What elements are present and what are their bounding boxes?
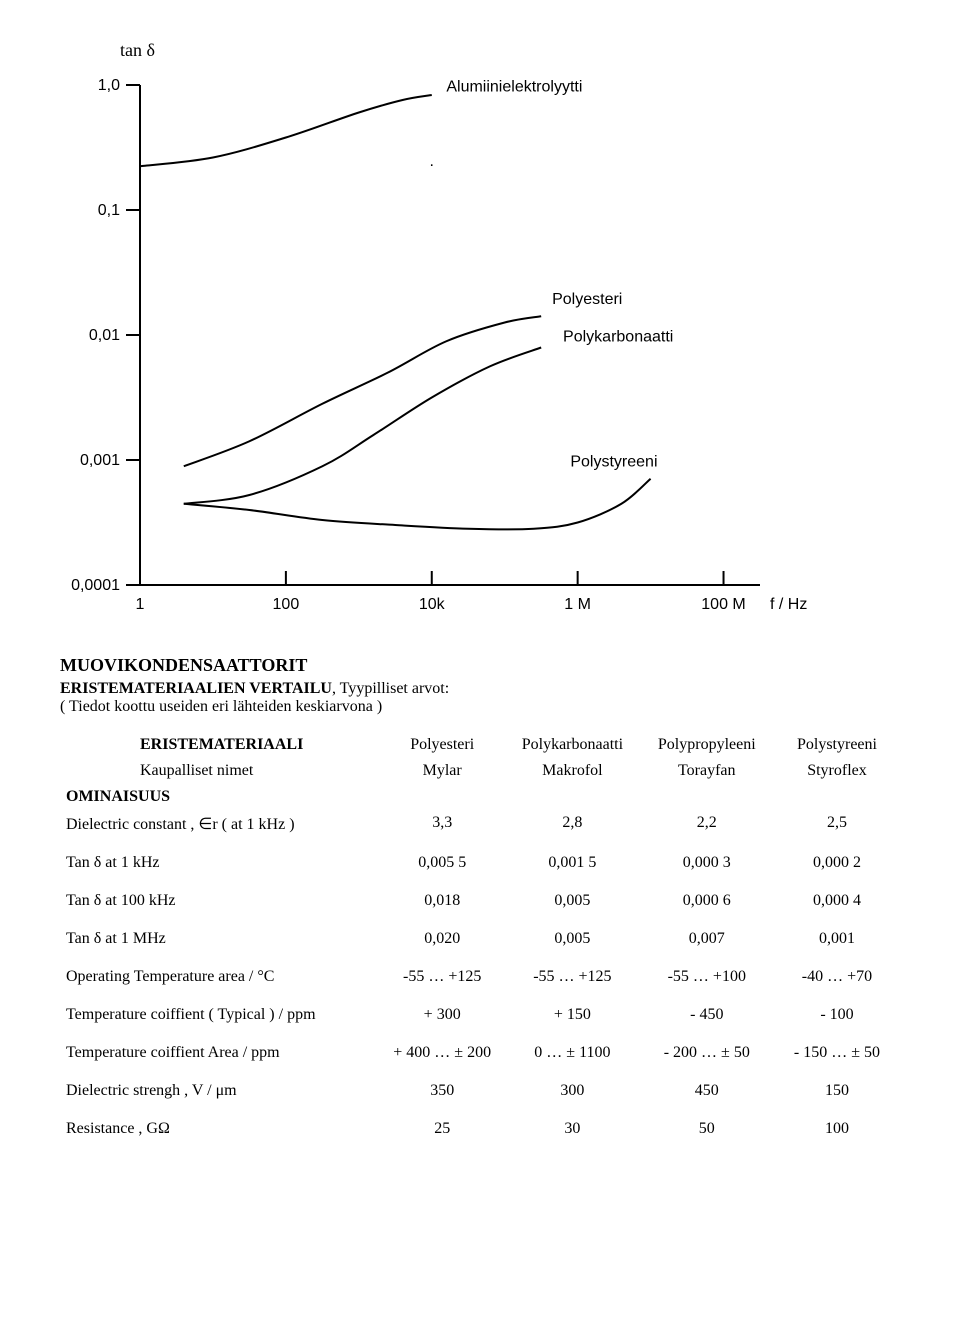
property-value: 2,5 [774, 810, 900, 838]
subtitle-strong: ERISTEMATERIAALIEN VERTAILU [60, 680, 332, 697]
table-row: Temperature coiffient Area / ppm+ 400 … … [60, 1040, 900, 1066]
y-tick-label: 1,0 [98, 77, 120, 94]
brands-header-label: Kaupalliset nimet [60, 758, 379, 784]
series-polykarbonaatti [184, 348, 541, 504]
property-value: - 150 … ± 50 [774, 1040, 900, 1066]
brand-col-2: Torayfan [640, 758, 774, 784]
property-value: 0,020 [379, 926, 505, 952]
x-axis-label: f / Hz [770, 596, 807, 613]
property-label: Temperature coiffient ( Typical ) / ppm [60, 1002, 379, 1028]
x-tick-label: 100 [273, 596, 300, 613]
subtitle-block: ERISTEMATERIAALIEN VERTAILU, Tyypilliset… [60, 680, 900, 716]
property-value: 0,001 [774, 926, 900, 952]
y-tick-label: 0,1 [98, 202, 120, 219]
table-row: Dielectric strengh , V / μm350300450150 [60, 1078, 900, 1104]
property-label: Resistance , GΩ [60, 1116, 379, 1142]
property-value: 0,005 [505, 926, 639, 952]
property-value: 2,2 [640, 810, 774, 838]
chart-marker: . [430, 153, 434, 170]
x-tick-label: 1 M [564, 596, 591, 613]
property-value: - 100 [774, 1002, 900, 1028]
property-label: Temperature coiffient Area / ppm [60, 1040, 379, 1066]
property-value: 450 [640, 1078, 774, 1104]
property-value: 0,000 6 [640, 888, 774, 914]
series-polyesteri [184, 316, 541, 466]
y-tick-label: 0,01 [89, 327, 120, 344]
brand-col-1: Makrofol [505, 758, 639, 784]
material-col-2: Polypropyleeni [640, 732, 774, 758]
property-value: -40 … +70 [774, 964, 900, 990]
property-label: Tan δ at 1 MHz [60, 926, 379, 952]
property-value: 25 [379, 1116, 505, 1142]
materials-table: ERISTEMATERIAALI Polyesteri Polykarbonaa… [60, 732, 900, 1142]
property-value: + 150 [505, 1002, 639, 1028]
property-value: 0,007 [640, 926, 774, 952]
property-value: 100 [774, 1116, 900, 1142]
page-main-title: MUOVIKONDENSAATTORIT [60, 655, 900, 676]
property-value: 0 … ± 1100 [505, 1040, 639, 1066]
property-value: -55 … +125 [505, 964, 639, 990]
property-value: 30 [505, 1116, 639, 1142]
property-value: 0,000 3 [640, 850, 774, 876]
series-alumiinielektrolyytti [140, 95, 432, 166]
series-label: Polystyreeni [570, 453, 657, 470]
table-row: Dielectric constant , ∈r ( at 1 kHz )3,3… [60, 810, 900, 838]
table-row: Tan δ at 1 kHz0,005 50,001 50,000 30,000… [60, 850, 900, 876]
series-label: Polykarbonaatti [563, 328, 673, 345]
brand-col-3: Styroflex [774, 758, 900, 784]
table-row: Resistance , GΩ253050100 [60, 1116, 900, 1142]
chart-title: tan δ [120, 40, 900, 61]
property-value: 0,018 [379, 888, 505, 914]
property-value: 0,005 [505, 888, 639, 914]
property-value: 0,001 5 [505, 850, 639, 876]
tan-delta-chart: 1,0 0,1 0,01 0,001 0,0001 1 100 10k 1 M 100 M f / … [60, 65, 880, 625]
property-label: Operating Temperature area / °C [60, 964, 379, 990]
property-value: -55 … +125 [379, 964, 505, 990]
property-label: Tan δ at 1 kHz [60, 850, 379, 876]
series-polystyreeni [184, 479, 651, 530]
subtitle-line2: ( Tiedot koottu useiden eri lähteiden ke… [60, 698, 382, 715]
property-value: 300 [505, 1078, 639, 1104]
series-label: Polyesteri [552, 291, 622, 308]
property-value: 50 [640, 1116, 774, 1142]
property-value: 350 [379, 1078, 505, 1104]
property-label: Tan δ at 100 kHz [60, 888, 379, 914]
subtitle-rest: , Tyypilliset arvot: [332, 680, 449, 697]
y-tick-label: 0,0001 [71, 577, 120, 594]
property-value: + 400 … ± 200 [379, 1040, 505, 1066]
x-tick-label: 1 [136, 596, 145, 613]
property-value: - 450 [640, 1002, 774, 1028]
material-col-1: Polykarbonaatti [505, 732, 639, 758]
table-row: Operating Temperature area / °C-55 … +12… [60, 964, 900, 990]
chart-marker: . [138, 156, 142, 173]
property-value: 2,8 [505, 810, 639, 838]
table-row: Tan δ at 1 MHz0,0200,0050,0070,001 [60, 926, 900, 952]
property-value: 150 [774, 1078, 900, 1104]
series-label: Alumiinielektrolyytti [446, 78, 582, 95]
property-value: -55 … +100 [640, 964, 774, 990]
x-tick-label: 100 M [701, 596, 745, 613]
material-col-0: Polyesteri [379, 732, 505, 758]
materials-header-label: ERISTEMATERIAALI [60, 732, 379, 758]
material-col-3: Polystyreeni [774, 732, 900, 758]
x-tick-label: 10k [419, 596, 446, 613]
table-row: Temperature coiffient ( Typical ) / ppm+… [60, 1002, 900, 1028]
property-label: Dielectric strengh , V / μm [60, 1078, 379, 1104]
ominaisuus-label: OMINAISUUS [60, 784, 379, 810]
property-value: 0,005 5 [379, 850, 505, 876]
property-value: + 300 [379, 1002, 505, 1028]
property-value: 0,000 2 [774, 850, 900, 876]
table-row: Tan δ at 100 kHz0,0180,0050,000 60,000 4 [60, 888, 900, 914]
property-value: 3,3 [379, 810, 505, 838]
property-label: Dielectric constant , ∈r ( at 1 kHz ) [60, 810, 379, 838]
brand-col-0: Mylar [379, 758, 505, 784]
y-tick-label: 0,001 [80, 452, 120, 469]
property-value: 0,000 4 [774, 888, 900, 914]
property-value: - 200 … ± 50 [640, 1040, 774, 1066]
